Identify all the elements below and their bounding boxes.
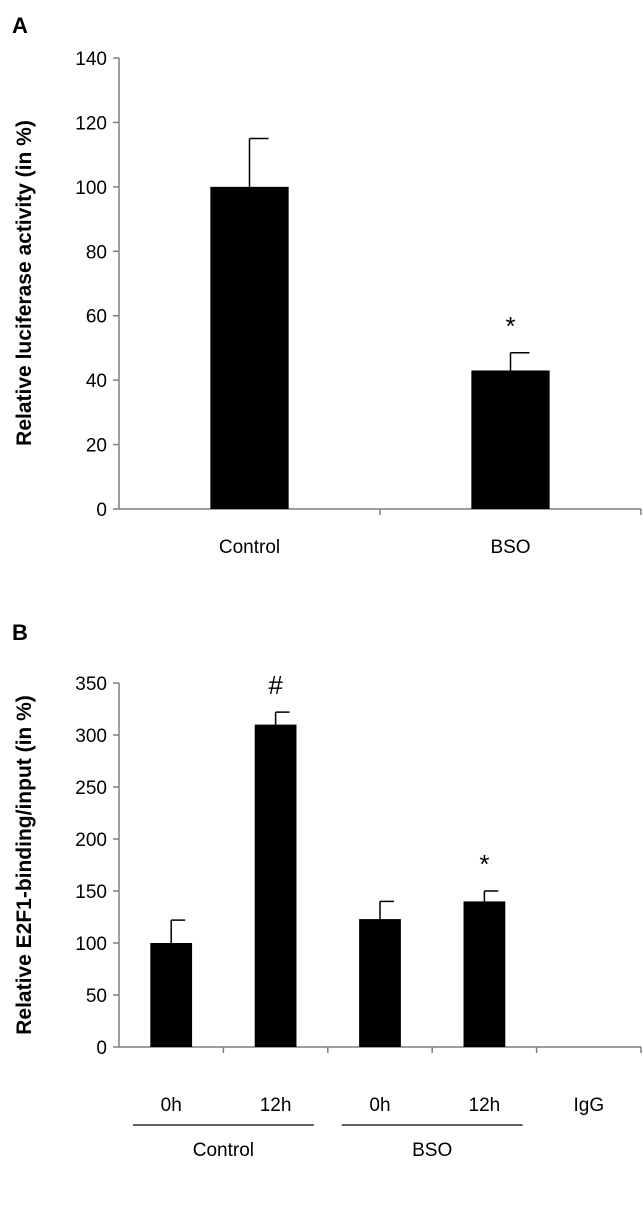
y-tick-label: 100: [75, 934, 107, 955]
y-tick-label: 150: [75, 882, 107, 903]
y-tick-label: 250: [75, 778, 107, 799]
y-tick-label: 60: [86, 307, 107, 328]
panel-b-label: B: [12, 620, 28, 645]
y-tick-label: 0: [96, 1038, 107, 1059]
panel-b: B Relative E2F1-binding/input (in %) 0 50…: [12, 620, 642, 1161]
bar: [471, 370, 550, 509]
panel-a-label: A: [12, 13, 28, 38]
significance-marker: *: [505, 311, 515, 341]
group-label: Control: [193, 1140, 254, 1161]
panel-b-y-axis-label: Relative E2F1-binding/input (in %): [13, 695, 36, 1035]
y-tick-label: 300: [75, 726, 107, 747]
panel-a-y-ticks: 0 20 40 60 80 100 120 140: [75, 49, 119, 521]
panel-a-bars: *: [210, 137, 550, 509]
group-label: BSO: [412, 1140, 452, 1161]
category-label: Control: [219, 537, 280, 558]
bar: [254, 724, 297, 1047]
y-tick-label: 100: [75, 178, 107, 199]
panel-a-axes: [118, 58, 642, 515]
y-tick-label: 0: [96, 500, 107, 521]
panel-b-group-labels: Control BSO: [133, 1124, 523, 1161]
bar: [463, 901, 506, 1047]
bar: [359, 919, 401, 1047]
y-tick-label: 120: [75, 113, 107, 134]
category-label: 12h: [260, 1095, 292, 1116]
y-tick-label: 140: [75, 49, 107, 70]
panel-a: A Relative luciferase activity (in %) 0 2…: [12, 13, 642, 558]
category-label: IgG: [573, 1095, 604, 1116]
significance-marker: #: [268, 670, 283, 700]
category-label: 12h: [469, 1095, 501, 1116]
bar: [150, 943, 193, 1047]
category-label: 0h: [369, 1095, 390, 1116]
bar: [210, 186, 289, 509]
y-tick-label: 40: [86, 371, 107, 392]
panel-a-category-labels: Control BSO: [219, 537, 531, 558]
significance-marker: *: [479, 849, 489, 879]
y-tick-label: 20: [86, 436, 107, 457]
y-tick-label: 200: [75, 830, 107, 851]
category-label: 0h: [161, 1095, 182, 1116]
panel-a-y-axis-label: Relative luciferase activity (in %): [13, 120, 36, 446]
panel-b-bars: #*: [150, 670, 506, 1047]
y-tick-label: 50: [86, 986, 107, 1007]
panel-b-category-labels: 0h 12h 0h 12h IgG: [161, 1095, 604, 1116]
y-tick-label: 80: [86, 242, 107, 263]
panel-b-y-ticks: 0 50 100 150 200 250 300 350: [75, 674, 119, 1059]
category-label: BSO: [490, 537, 530, 558]
y-tick-label: 350: [75, 674, 107, 695]
